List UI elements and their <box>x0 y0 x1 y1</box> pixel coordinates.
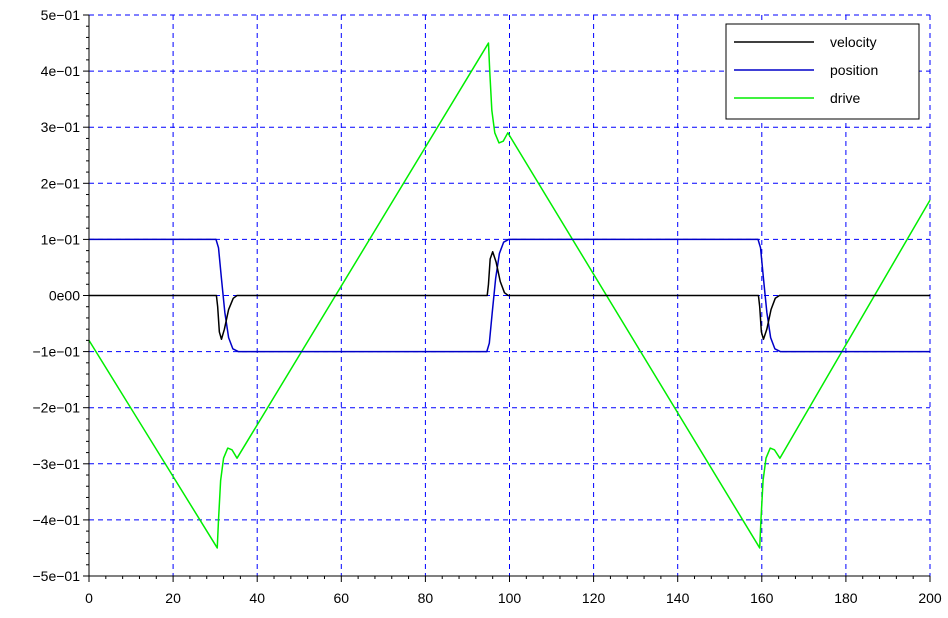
x-tick-label: 40 <box>249 590 265 606</box>
series-line-drive <box>88 42 931 549</box>
y-tick-label: 3e−01 <box>41 119 81 135</box>
x-tick-label: 120 <box>582 590 606 606</box>
x-tick-label: 100 <box>498 590 522 606</box>
series-layer <box>88 42 931 549</box>
x-tick-label: 0 <box>85 590 93 606</box>
y-tick-label: −5e−01 <box>33 568 81 584</box>
x-tick-label: 60 <box>334 590 350 606</box>
y-tick-labels: 5e−01 4e−01 3e−01 2e−01 1e−01 0e00 −1e−01 −2e−0… <box>33 7 81 584</box>
legend-label-position: position <box>830 62 878 78</box>
y-tick-label: 0e00 <box>49 288 80 304</box>
y-tick-label: 4e−01 <box>41 63 81 79</box>
x-tick-label: 140 <box>666 590 690 606</box>
tick-marks <box>83 14 931 582</box>
legend-box <box>725 23 920 120</box>
legend-label-drive: drive <box>830 90 861 106</box>
x-tick-labels: 0 20 40 60 80 100 120 140 160 180 200 <box>85 590 942 606</box>
y-tick-label: 5e−01 <box>41 7 81 23</box>
y-tick-label: 2e−01 <box>41 175 81 191</box>
y-tick-label: −4e−01 <box>33 512 81 528</box>
legend: velocity position drive <box>725 23 920 120</box>
y-tick-label: −1e−01 <box>33 344 81 360</box>
x-tick-label: 80 <box>418 590 434 606</box>
legend-label-velocity: velocity <box>830 34 877 50</box>
x-tick-label: 160 <box>750 590 774 606</box>
series-line-velocity <box>89 250 930 341</box>
y-tick-label: 1e−01 <box>41 231 81 247</box>
y-tick-label: −2e−01 <box>33 400 81 416</box>
x-tick-label: 180 <box>834 590 858 606</box>
x-tick-label: 20 <box>165 590 181 606</box>
x-tick-label: 200 <box>918 590 942 606</box>
y-tick-label: −3e−01 <box>33 456 81 472</box>
